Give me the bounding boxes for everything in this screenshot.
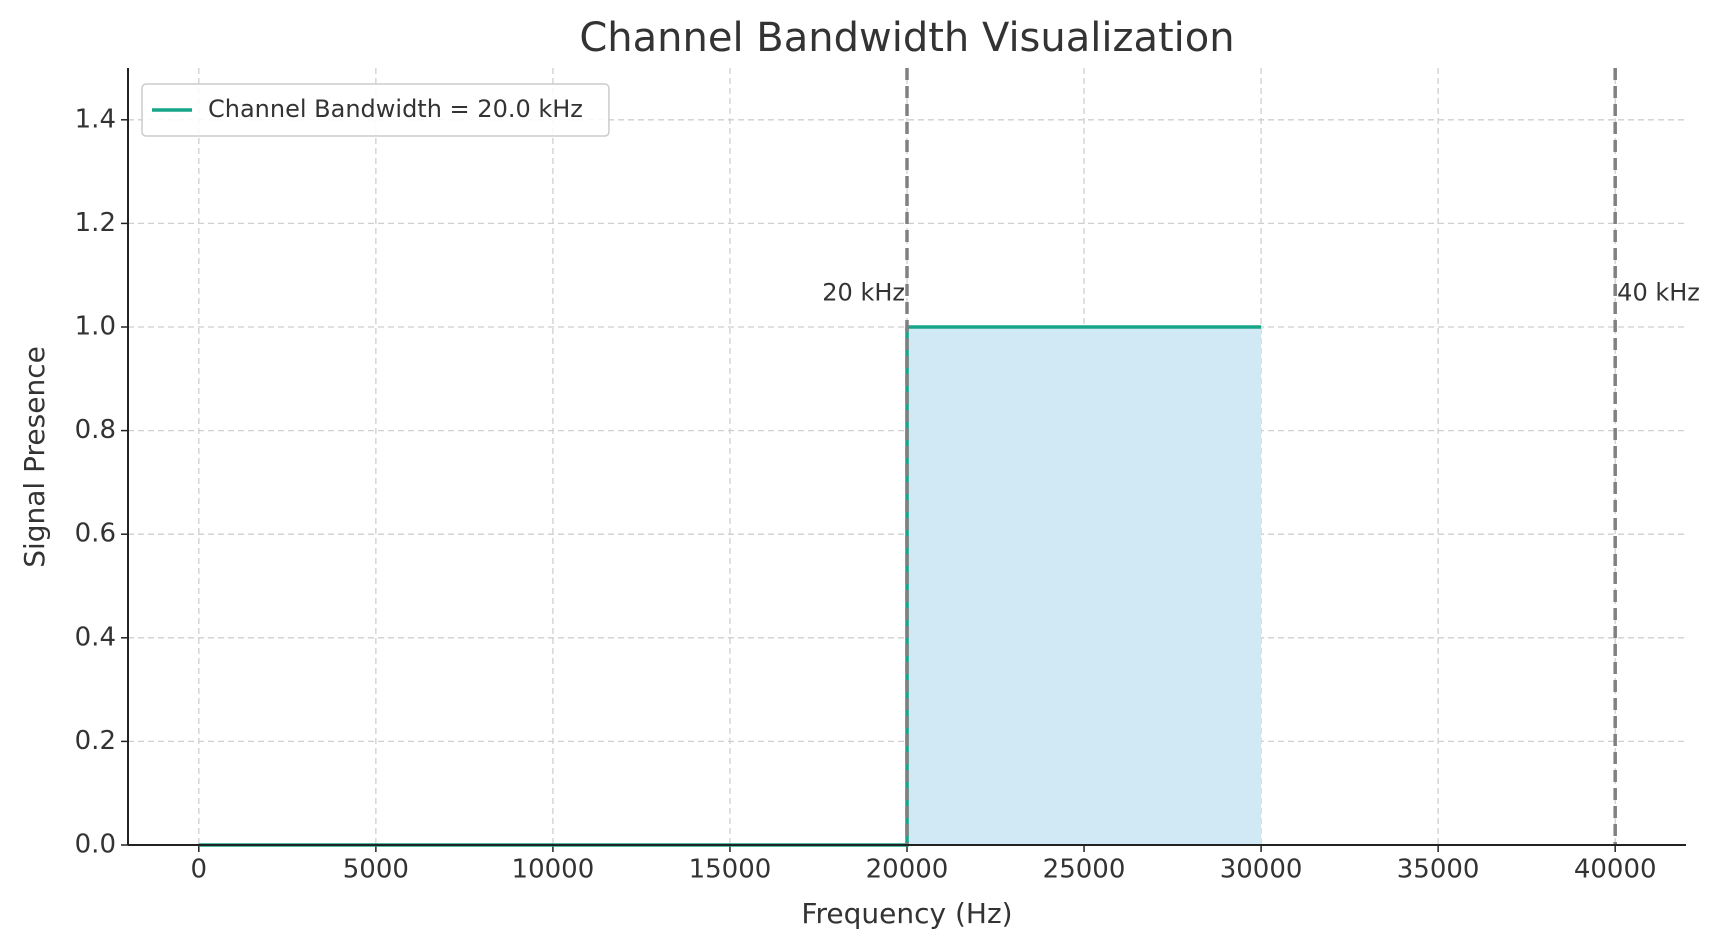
x-tick-label: 5000 [343,855,409,885]
x-tick-label: 20000 [866,855,949,885]
x-tick-label: 15000 [689,855,772,885]
y-tick-label: 0.0 [75,830,116,860]
x-tick-label: 40000 [1574,855,1657,885]
reference-label: 40 kHz [1617,278,1700,306]
x-tick-label: 25000 [1043,855,1126,885]
x-tick-label: 35000 [1397,855,1480,885]
x-axis-label: Frequency (Hz) [801,897,1012,930]
y-tick-label: 1.0 [75,312,116,342]
legend-label: Channel Bandwidth = 20.0 kHz [208,95,583,123]
x-tick-label: 0 [191,855,208,885]
y-tick-label: 0.6 [75,519,116,549]
legend: Channel Bandwidth = 20.0 kHz [141,83,610,137]
chart-title: Channel Bandwidth Visualization [579,15,1234,61]
y-tick-label: 1.2 [75,208,116,238]
y-tick-label: 0.2 [75,726,116,756]
y-tick-label: 1.4 [75,104,116,134]
y-tick-label: 0.8 [75,415,116,445]
x-tick-label: 10000 [512,855,595,885]
y-tick-label: 0.4 [75,622,116,652]
reference-label: 20 kHz [822,278,905,306]
shaded-area [907,327,1262,845]
x-tick-label: 30000 [1220,855,1303,885]
legend-box [141,83,610,137]
y-axis-label: Signal Presence [18,346,51,568]
